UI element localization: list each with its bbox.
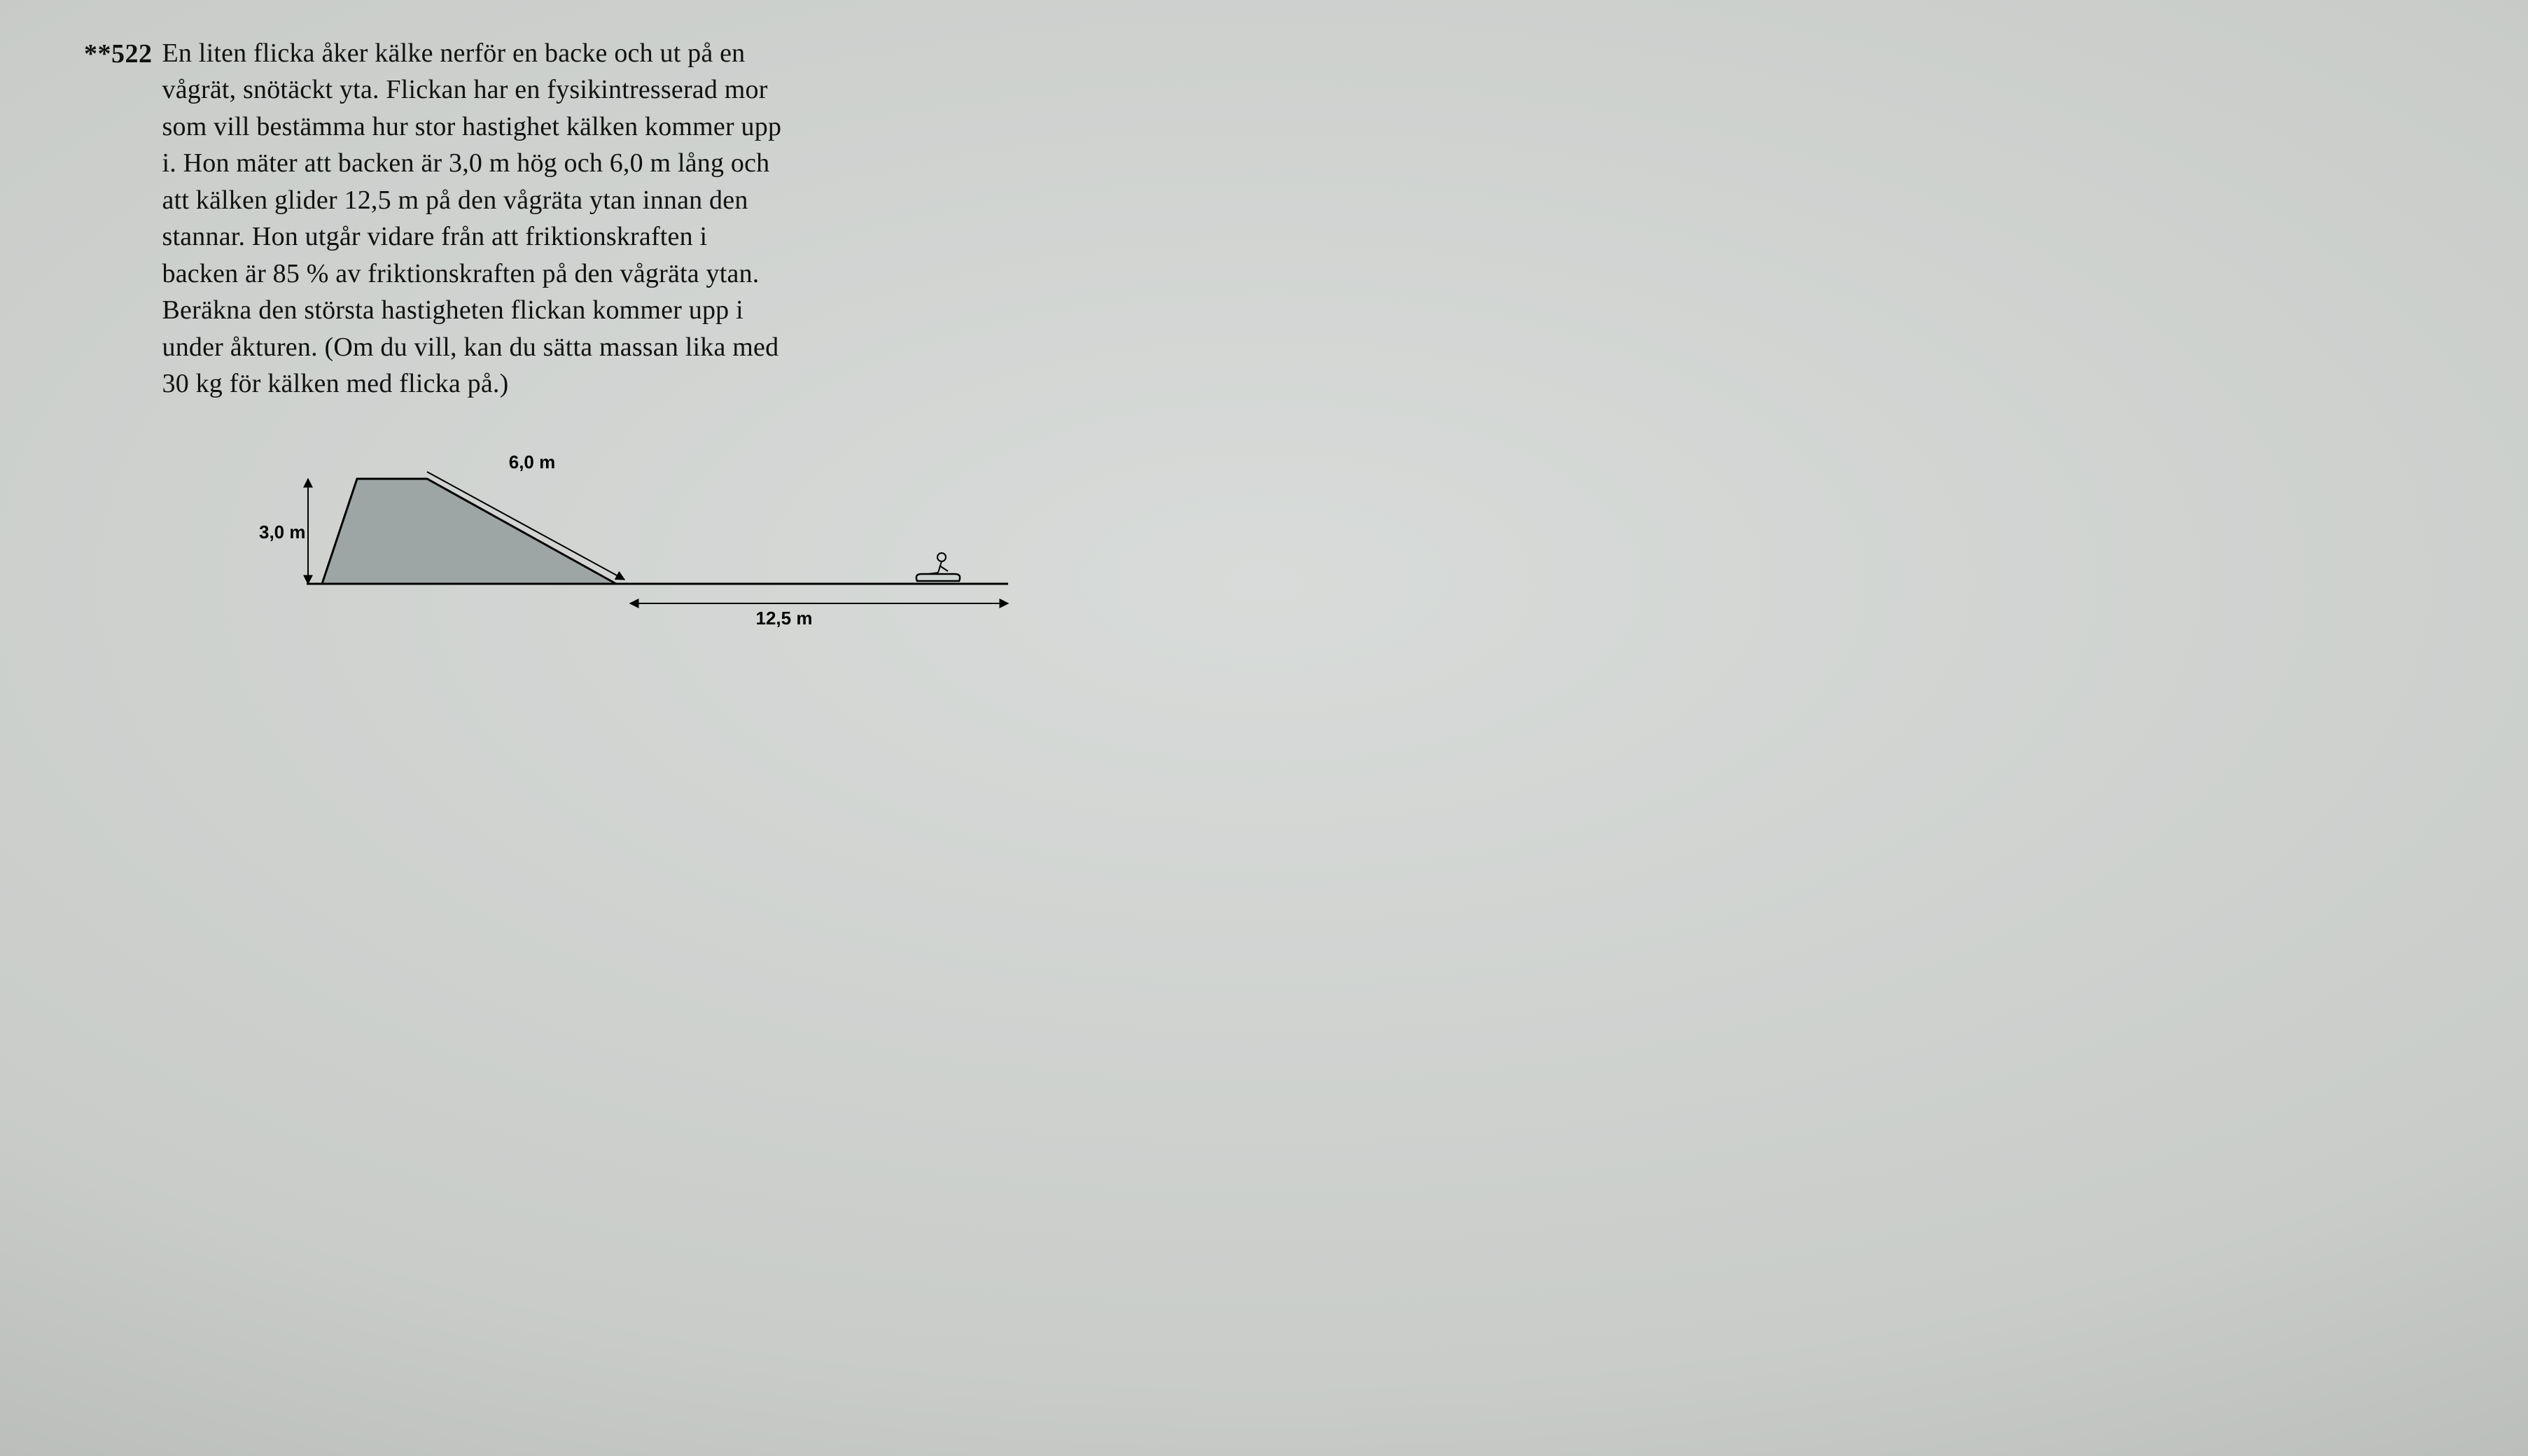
sled-icon [916,553,960,584]
figure-svg: 3,0 m 6,0 m 12,5 m [266,430,1022,626]
slope-label: 6,0 m [509,451,556,472]
height-label: 3,0 m [259,522,306,542]
girl-arm [940,566,948,571]
sled-body [916,574,960,581]
flat-label: 12,5 m [756,608,813,629]
problem-block: **522 En liten flicka åker kälke nerför … [84,35,959,402]
problem-text: En liten flicka åker kälke nerför en bac… [162,35,782,402]
problem-figure: 3,0 m 6,0 m 12,5 m [266,430,1022,629]
page: **522 En liten flicka åker kälke nerför … [0,0,2528,1456]
girl-head [937,553,946,561]
problem-number: **522 [84,36,153,72]
